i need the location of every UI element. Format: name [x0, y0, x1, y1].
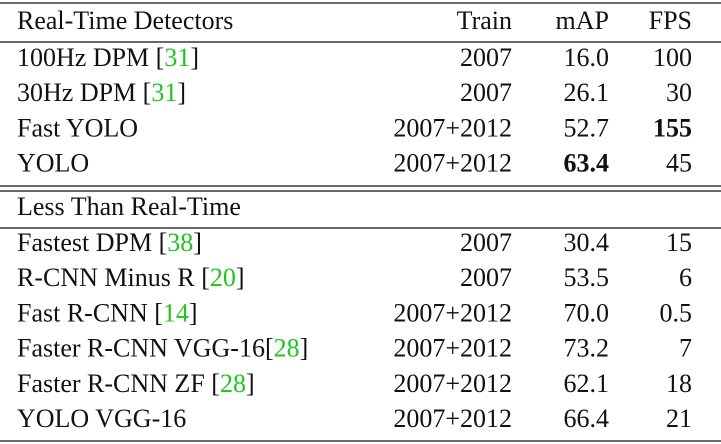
method-name: Fast R-CNN [14] — [17, 298, 198, 327]
method-name: YOLO — [17, 149, 89, 178]
name-part: Fastest DPM [ — [17, 228, 167, 257]
train-cell: 2007 — [460, 263, 512, 292]
section-title: Less Than Real-Time — [17, 192, 241, 221]
fps-cell: 7 — [679, 334, 692, 363]
name-part: Fast R-CNN [ — [17, 298, 163, 327]
citation[interactable]: 20 — [210, 263, 236, 292]
citation[interactable]: 28 — [274, 334, 300, 363]
map-cell: 30.4 — [564, 228, 610, 257]
fps-cell: 45 — [666, 149, 692, 178]
train-cell: 2007 — [460, 78, 512, 107]
name-part: 30Hz DPM [ — [17, 78, 151, 107]
method-name: Fastest DPM [38] — [17, 228, 202, 257]
column-header: mAP — [556, 6, 609, 35]
train-cell: 2007+2012 — [393, 404, 512, 433]
column-header: FPS — [649, 6, 692, 35]
train-cell: 2007 — [460, 43, 512, 72]
column-header: Train — [457, 6, 512, 35]
column-header: Real-Time Detectors — [17, 6, 233, 35]
method-name: Fast YOLO — [17, 113, 138, 142]
name-part: ] — [246, 369, 255, 398]
train-cell: 2007+2012 — [393, 298, 512, 327]
name-part: Faster R-CNN VGG-16[ — [17, 334, 274, 363]
name-part: YOLO — [17, 149, 89, 178]
name-part: ] — [300, 334, 309, 363]
fps-cell: 6 — [679, 263, 692, 292]
name-part: ] — [190, 43, 199, 72]
map-cell: 52.7 — [564, 113, 610, 142]
train-cell: 2007+2012 — [393, 369, 512, 398]
map-cell: 26.1 — [564, 78, 610, 107]
method-name: 30Hz DPM [31] — [17, 78, 186, 107]
train-cell: 2007+2012 — [393, 334, 512, 363]
map-cell: 73.2 — [564, 334, 610, 363]
name-part: Faster R-CNN ZF [ — [17, 369, 220, 398]
name-part: ] — [236, 263, 245, 292]
citation[interactable]: 14 — [163, 298, 189, 327]
fps-cell: 30 — [666, 78, 692, 107]
name-part: YOLO VGG-16 — [17, 404, 186, 433]
map-cell: 63.4 — [564, 149, 610, 178]
fps-cell: 18 — [666, 369, 692, 398]
citation[interactable]: 28 — [220, 369, 246, 398]
method-name: Faster R-CNN VGG-16[28] — [17, 334, 308, 363]
method-name: 100Hz DPM [31] — [17, 43, 199, 72]
name-part: R-CNN Minus R [ — [17, 263, 210, 292]
fps-cell: 0.5 — [660, 298, 693, 327]
map-cell: 70.0 — [564, 298, 610, 327]
name-part: ] — [189, 298, 198, 327]
fps-cell: 15 — [666, 228, 692, 257]
fps-cell: 155 — [653, 113, 692, 142]
fps-cell: 21 — [666, 404, 692, 433]
citation[interactable]: 31 — [151, 78, 177, 107]
map-cell: 16.0 — [564, 43, 610, 72]
method-name: YOLO VGG-16 — [17, 404, 186, 433]
name-part: ] — [193, 228, 202, 257]
citation[interactable]: 38 — [167, 228, 193, 257]
name-part: ] — [177, 78, 186, 107]
name-part: 100Hz DPM [ — [17, 43, 164, 72]
train-cell: 2007+2012 — [393, 113, 512, 142]
fps-cell: 100 — [653, 43, 692, 72]
map-cell: 62.1 — [564, 369, 610, 398]
name-part: Fast YOLO — [17, 113, 138, 142]
map-cell: 66.4 — [564, 404, 610, 433]
train-cell: 2007+2012 — [393, 149, 512, 178]
method-name: R-CNN Minus R [20] — [17, 263, 245, 292]
train-cell: 2007 — [460, 228, 512, 257]
citation[interactable]: 31 — [164, 43, 190, 72]
method-name: Faster R-CNN ZF [28] — [17, 369, 255, 398]
map-cell: 53.5 — [564, 263, 610, 292]
